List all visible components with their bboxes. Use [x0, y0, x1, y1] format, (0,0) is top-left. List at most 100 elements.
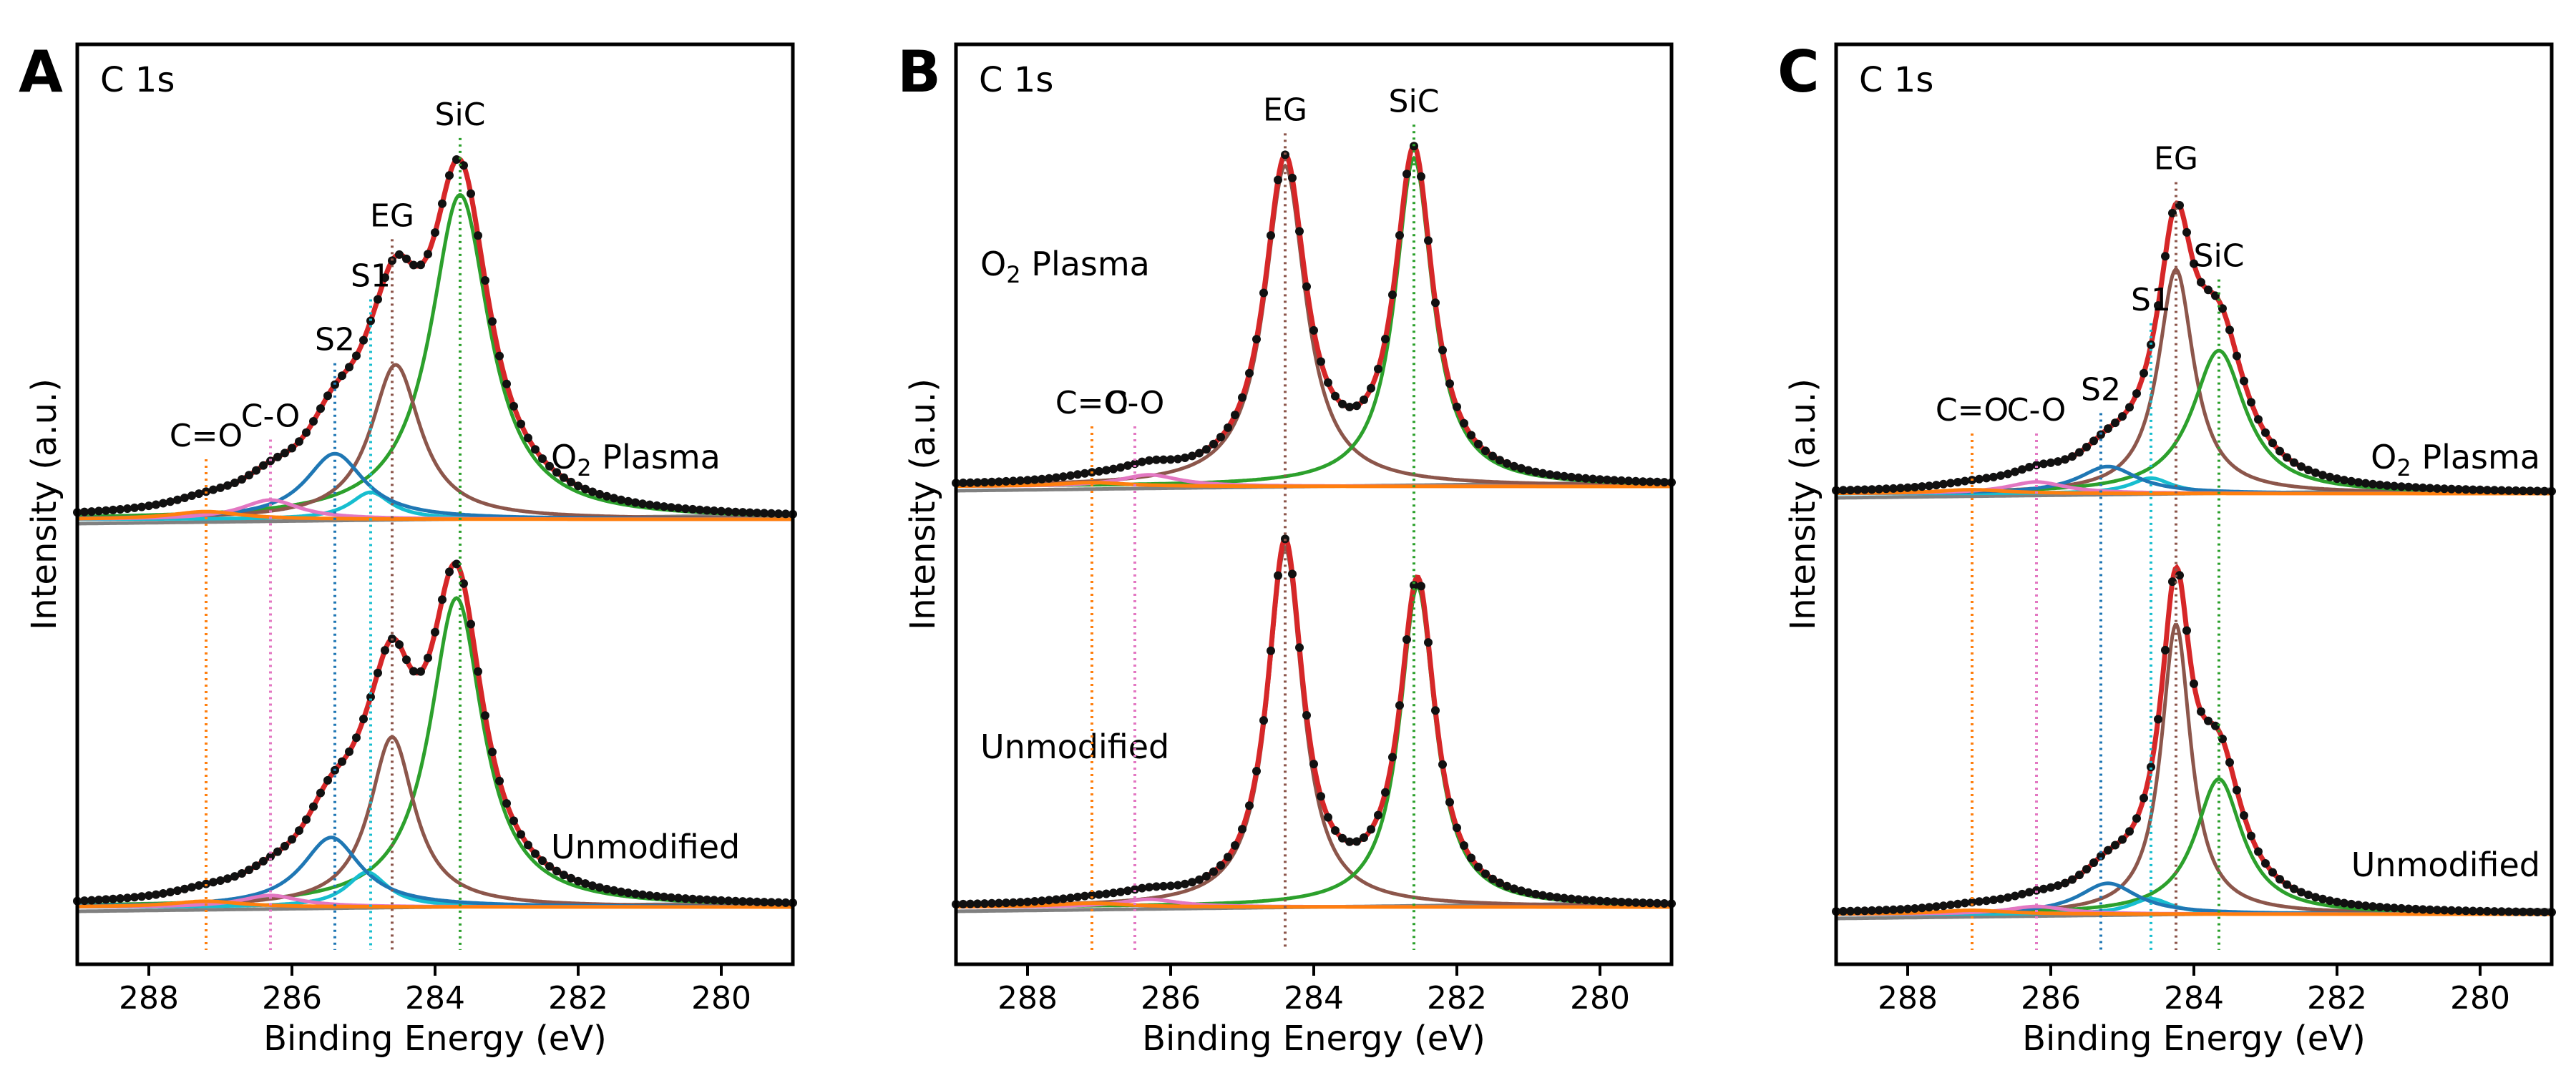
- data-point: [459, 579, 468, 588]
- chart-panel-B: O2 Plasma Unmodified C=OC-O EG SiC 288 286 284 2…: [897, 39, 1676, 1059]
- data-point: [1030, 897, 1039, 906]
- data-point: [431, 228, 439, 237]
- data-point: [1224, 853, 1232, 862]
- data-point: [1882, 906, 1890, 915]
- data-point: [1202, 445, 1211, 454]
- data-point: [2533, 908, 2542, 916]
- data-point: [2390, 903, 2399, 913]
- data-point: [1302, 711, 1311, 720]
- data-point: [710, 896, 718, 905]
- data-point: [631, 889, 640, 898]
- data-point: [1488, 874, 1497, 883]
- data-point: [2204, 716, 2212, 725]
- data-point: [2247, 398, 2255, 407]
- data-point: [474, 667, 482, 676]
- data-point: [1646, 898, 1654, 908]
- data-point: [524, 841, 532, 850]
- data-point: [1252, 767, 1261, 775]
- data-point: [1496, 456, 1504, 465]
- data-point: [2283, 880, 2291, 889]
- data-point: [509, 401, 518, 411]
- data-point: [509, 816, 518, 825]
- data-point: [2046, 458, 2055, 467]
- spectrum-label: Unmodified: [980, 727, 1169, 766]
- chart-panel-A: O2 Plasma Unmodified C=OC-O S2 S1 EG SiC 288 286…: [19, 39, 797, 1059]
- data-point: [1560, 471, 1568, 481]
- data-point: [688, 894, 697, 903]
- component-eg: [77, 735, 793, 908]
- data-point: [445, 567, 454, 577]
- data-point: [288, 444, 296, 453]
- data-point: [2168, 577, 2177, 587]
- data-point: [209, 485, 218, 494]
- data-point: [1896, 905, 1905, 914]
- data-point: [259, 856, 268, 866]
- data-point: [2147, 763, 2155, 772]
- data-point: [973, 478, 982, 487]
- data-point: [966, 478, 975, 487]
- data-point: [567, 873, 575, 883]
- data-point: [1853, 485, 1862, 494]
- spectrum-label-main: Unmodified: [2351, 846, 2540, 884]
- data-point: [352, 733, 361, 743]
- data-point: [2368, 479, 2377, 489]
- data-point: [1381, 788, 1390, 797]
- data-point: [1581, 474, 1590, 483]
- data-point: [388, 256, 396, 265]
- y-axis-label: Intensity (a.u.): [24, 378, 64, 630]
- reference-label-eg: EG: [1263, 92, 1307, 128]
- data-point: [1617, 476, 1626, 485]
- data-point: [753, 897, 761, 906]
- data-point: [238, 475, 246, 484]
- data-point: [2161, 252, 2170, 261]
- data-point: [1345, 403, 1354, 411]
- data-point: [1868, 906, 1876, 915]
- data-point: [1510, 884, 1518, 893]
- data-point: [2454, 485, 2463, 494]
- data-point: [674, 893, 683, 903]
- data-point: [424, 250, 432, 259]
- data-point: [1202, 871, 1211, 881]
- data-point: [781, 509, 790, 519]
- data-point: [1989, 896, 1998, 904]
- data-point: [2433, 906, 2441, 915]
- data-point: [753, 509, 761, 517]
- data-point: [2397, 482, 2406, 491]
- data-point: [1402, 170, 1411, 179]
- data-point: [2333, 897, 2341, 906]
- data-point: [610, 886, 618, 895]
- data-point: [1975, 897, 1984, 906]
- data-point: [645, 500, 654, 509]
- data-point: [2011, 891, 2019, 901]
- data-point: [1023, 476, 1032, 485]
- x-tick-label: 284: [1284, 980, 1344, 1016]
- data-point: [2140, 368, 2148, 378]
- data-point: [252, 466, 260, 475]
- data-point: [1038, 896, 1046, 906]
- data-point: [617, 495, 625, 504]
- data-point: [1925, 481, 1933, 491]
- data-point: [1932, 481, 1941, 490]
- data-point: [738, 508, 747, 517]
- data-point: [1066, 893, 1075, 903]
- data-point: [1624, 476, 1633, 486]
- data-point: [2054, 457, 2062, 466]
- data-point: [2125, 403, 2134, 412]
- data-point: [302, 815, 311, 824]
- data-point: [1589, 474, 1597, 484]
- data-point: [667, 893, 675, 902]
- data-point: [2376, 480, 2384, 489]
- data-point: [1317, 792, 1325, 801]
- data-point: [1975, 474, 1984, 484]
- data-point: [159, 889, 167, 898]
- data-point: [2190, 679, 2198, 688]
- data-point: [2368, 902, 2377, 911]
- data-point: [1610, 897, 1619, 906]
- data-point: [1402, 635, 1411, 644]
- data-point: [230, 872, 239, 881]
- data-point: [1360, 395, 1368, 404]
- data-point: [1546, 892, 1554, 901]
- data-point: [1324, 378, 1332, 387]
- spectrum-label: O2 Plasma: [980, 245, 1150, 288]
